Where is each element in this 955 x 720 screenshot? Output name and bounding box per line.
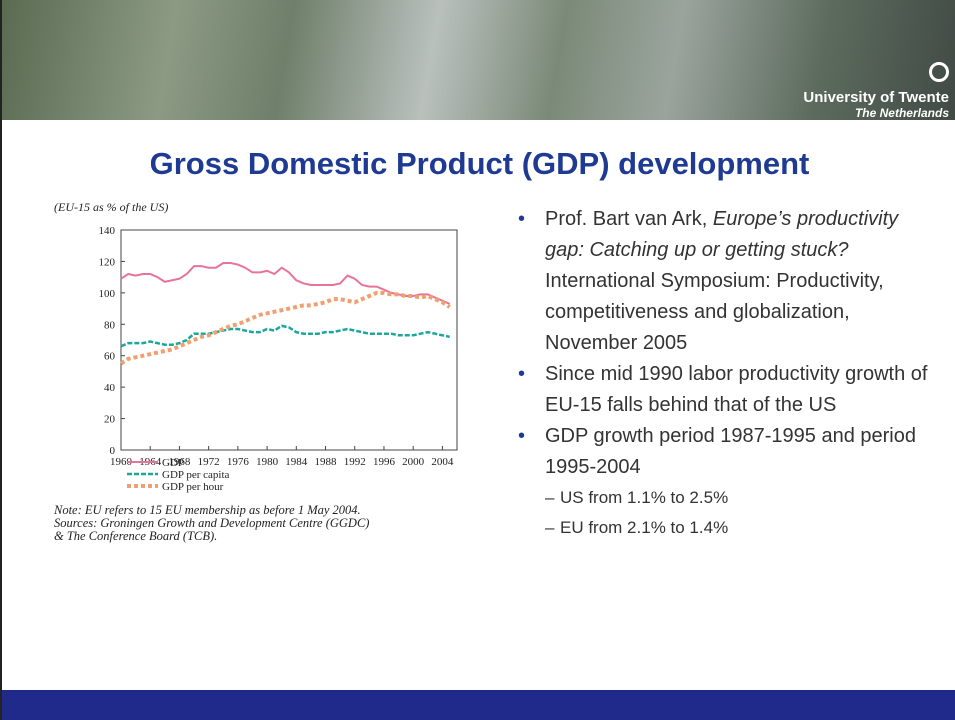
bullet-list: Prof. Bart van Ark, Europe’s productivit… [518,204,938,543]
y-tick-label: 60 [104,351,116,363]
legend-label: GDP per hour [162,481,224,493]
data-line [121,293,450,364]
sub-bullet: US from 1.1% to 2.5% [518,483,938,513]
legend-label: GDP [162,457,184,469]
y-axis-label: (EU-15 as % of the US) [54,200,168,214]
university-name: University of Twente [803,89,949,106]
legend-label: GDP per capita [162,469,230,481]
chart-note: Note: EU refers to 15 EU membership as b… [53,503,361,517]
bullet-text: International Symposium: Productivity, c… [545,270,884,354]
logo: University of Twente The Netherlands [803,62,949,120]
data-line [121,263,450,304]
data-line [121,326,450,346]
x-tick-label: 1996 [373,456,396,468]
slide: University of Twente The Netherlands Gro… [0,0,955,720]
y-tick-label: 120 [99,256,116,268]
bullet-text: Since mid 1990 labor productivity growth… [545,363,927,416]
sub-bullet: EU from 2.1% to 1.4% [518,513,938,543]
footer-bar [2,690,955,720]
x-tick-label: 1980 [256,456,279,468]
country-name: The Netherlands [803,106,949,120]
x-tick-label: 1976 [227,456,250,468]
x-tick-label: 1992 [344,456,366,468]
y-tick-label: 20 [104,414,116,426]
chart-note: Sources: Groningen Growth and Developmen… [54,516,369,530]
x-tick-label: 2000 [402,456,425,468]
bullet: Since mid 1990 labor productivity growth… [518,359,938,421]
bullet-text: GDP growth period 1987-1995 and period 1… [545,425,916,478]
logo-icon [929,62,949,82]
chart: (EU-15 as % of the US)020406080100120140… [2,0,482,560]
y-tick-label: 140 [99,225,116,237]
bullet: Prof. Bart van Ark, Europe’s productivit… [518,204,938,359]
x-tick-label: 1972 [198,456,220,468]
x-tick-label: 1984 [285,456,308,468]
bullet-text: Prof. Bart van Ark, [545,208,707,230]
y-tick-label: 100 [99,288,116,300]
chart-note: & The Conference Board (TCB). [54,529,217,543]
y-tick-label: 40 [104,382,116,394]
x-tick-label: 2004 [431,456,454,468]
y-tick-label: 80 [104,319,116,331]
x-tick-label: 1988 [315,456,338,468]
plot-frame [121,230,457,450]
bullet: GDP growth period 1987-1995 and period 1… [518,421,938,483]
